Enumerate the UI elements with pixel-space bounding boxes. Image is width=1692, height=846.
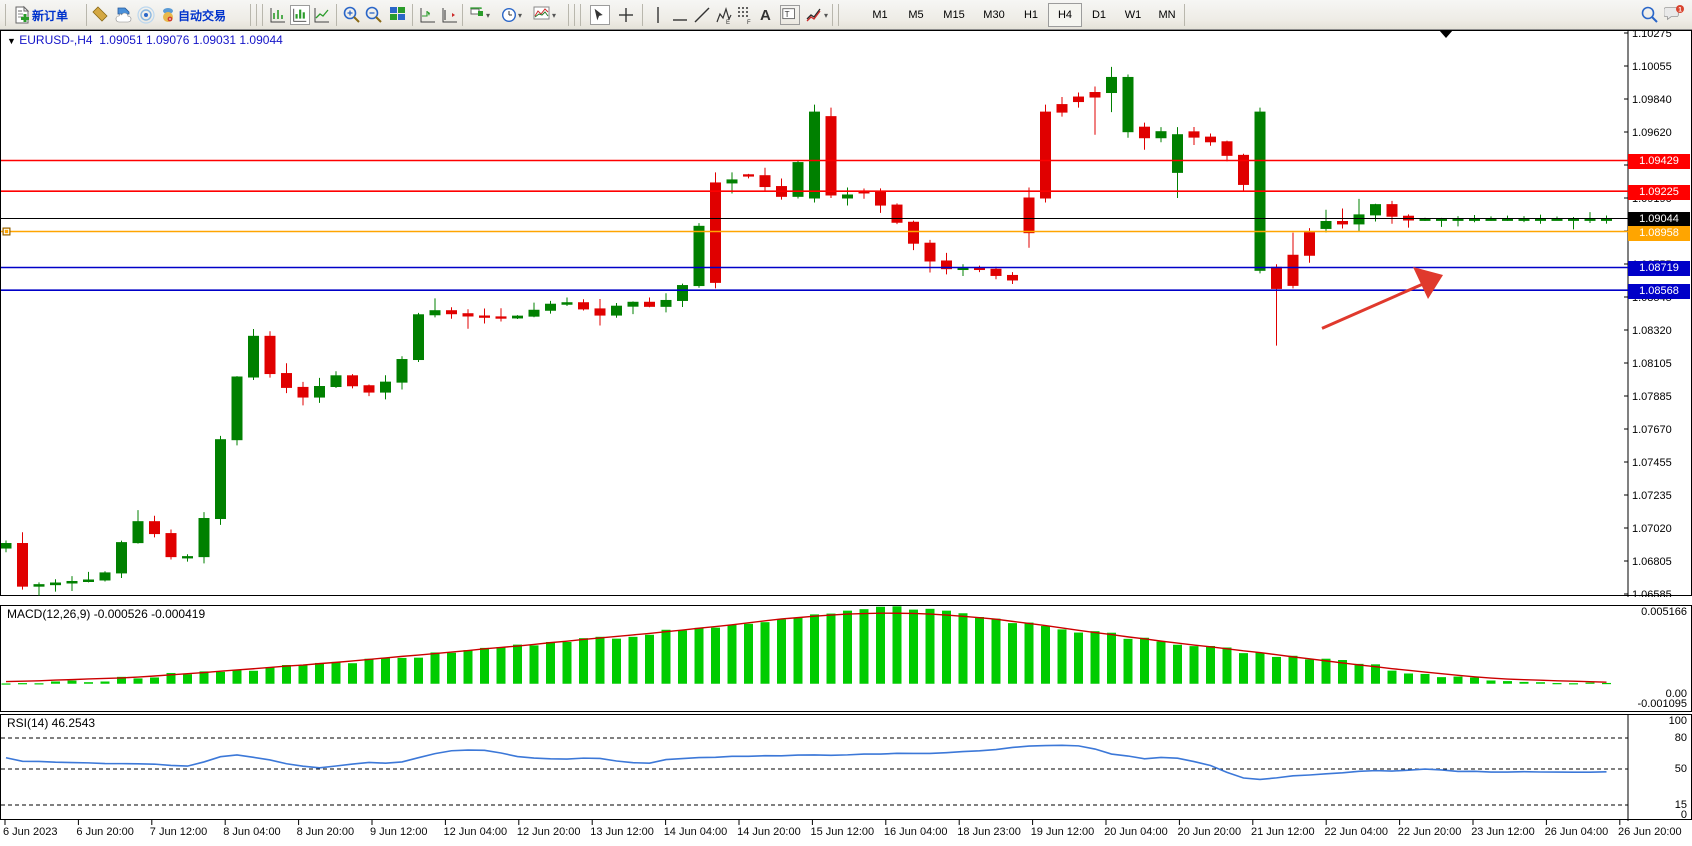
svg-text:A: A [760, 7, 771, 24]
svg-text:1.07670: 1.07670 [1632, 424, 1672, 436]
svg-text:F: F [747, 20, 751, 25]
svg-text:1.08105: 1.08105 [1632, 358, 1672, 370]
svg-text:1.06585: 1.06585 [1632, 589, 1672, 597]
svg-text:E: E [726, 20, 730, 25]
svg-text:1.10055: 1.10055 [1632, 61, 1672, 73]
svg-text:T: T [785, 10, 790, 19]
svg-text:1.07455: 1.07455 [1632, 457, 1672, 469]
svg-text:1.07235: 1.07235 [1632, 490, 1672, 502]
svg-text:1.09620: 1.09620 [1632, 127, 1672, 139]
svg-text:1.06805: 1.06805 [1632, 556, 1672, 568]
svg-text:1.09840: 1.09840 [1632, 94, 1672, 106]
svg-text:1.07020: 1.07020 [1632, 523, 1672, 535]
svg-text:1: 1 [1678, 7, 1682, 14]
svg-text:1.10275: 1.10275 [1632, 31, 1672, 40]
svg-text:1.08320: 1.08320 [1632, 325, 1672, 337]
svg-text:1.07885: 1.07885 [1632, 391, 1672, 403]
